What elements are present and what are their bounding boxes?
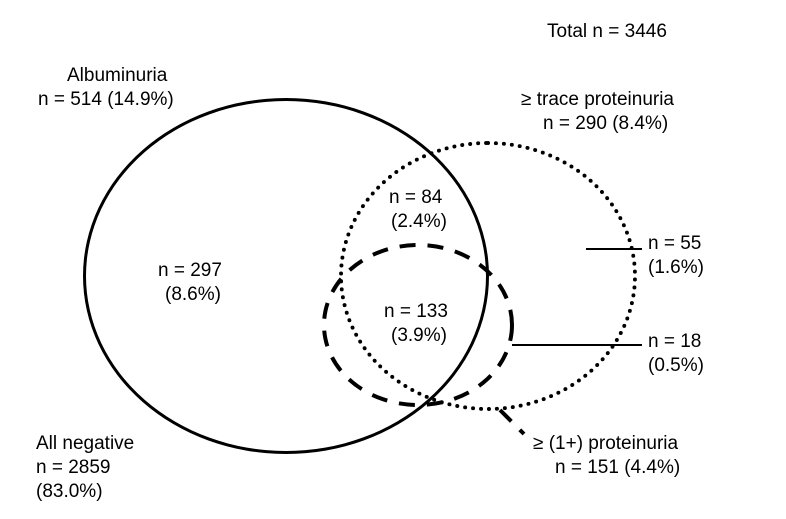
total-label: Total n = 3446 xyxy=(547,20,667,44)
region-all-three-line2: (3.9%) xyxy=(391,324,447,348)
one-plus-leader-tick xyxy=(500,410,540,440)
trace-proteinuria-label-line1: ≥ trace proteinuria xyxy=(521,88,674,112)
region-alb-trace-line1: n = 84 xyxy=(389,186,442,210)
venn-canvas: Total n = 3446 Albuminuria n = 514 (14.9… xyxy=(0,0,786,519)
region-trace-only-line2: (1.6%) xyxy=(648,256,704,280)
albuminuria-label-line1: Albuminuria xyxy=(67,64,167,88)
all-negative-line3: (83.0%) xyxy=(36,480,103,504)
region-alb-trace-line2: (2.4%) xyxy=(391,210,447,234)
region-albuminuria-only-line2: (8.6%) xyxy=(165,283,221,307)
albuminuria-label-line2: n = 514 (14.9%) xyxy=(38,88,174,112)
region-all-three-line1: n = 133 xyxy=(384,300,448,324)
trace-only-leader xyxy=(586,248,646,250)
region-trace-only-line1: n = 55 xyxy=(648,232,701,256)
one-plus-proteinuria-label-line1: ≥ (1+) proteinuria xyxy=(533,432,678,456)
all-negative-line2: n = 2859 xyxy=(36,456,111,480)
region-albuminuria-only-line1: n = 297 xyxy=(158,259,222,283)
region-1plus-out-line1: n = 18 xyxy=(648,330,701,354)
all-negative-line1: All negative xyxy=(36,432,134,456)
trace-proteinuria-label-line2: n = 290 (8.4%) xyxy=(543,112,668,136)
region-1plus-out-line2: (0.5%) xyxy=(648,354,704,378)
one-plus-out-leader xyxy=(512,344,646,346)
one-plus-proteinuria-label-line2: n = 151 (4.4%) xyxy=(555,456,680,480)
